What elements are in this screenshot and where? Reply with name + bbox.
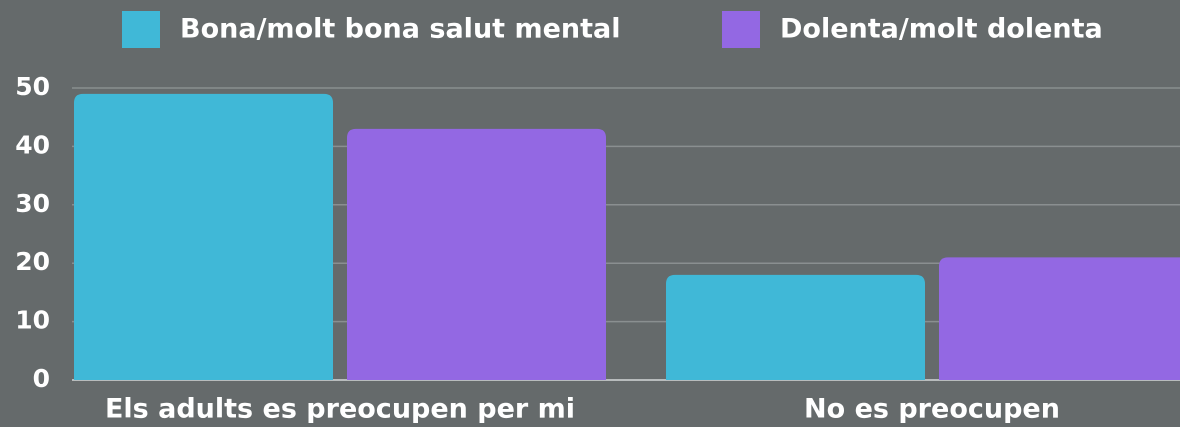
y-tick-label: 40	[15, 130, 50, 159]
bar	[347, 128, 606, 380]
y-tick-label: 50	[15, 72, 50, 101]
legend-label: Dolenta/molt dolenta	[780, 14, 1103, 45]
legend-swatch	[722, 11, 760, 48]
y-tick-label: 20	[15, 247, 50, 276]
bar	[939, 257, 1180, 380]
y-tick-label: 10	[15, 306, 50, 335]
y-tick-label: 30	[15, 189, 50, 218]
legend-swatch	[122, 11, 160, 48]
legend-label: Bona/molt bona salut mental	[180, 14, 621, 45]
bar	[666, 274, 925, 380]
x-tick-label: Els adults es preocupen per mi	[105, 394, 575, 425]
y-tick-label: 0	[33, 364, 50, 393]
x-tick-label: No es preocupen	[804, 394, 1060, 425]
bar	[74, 93, 333, 380]
